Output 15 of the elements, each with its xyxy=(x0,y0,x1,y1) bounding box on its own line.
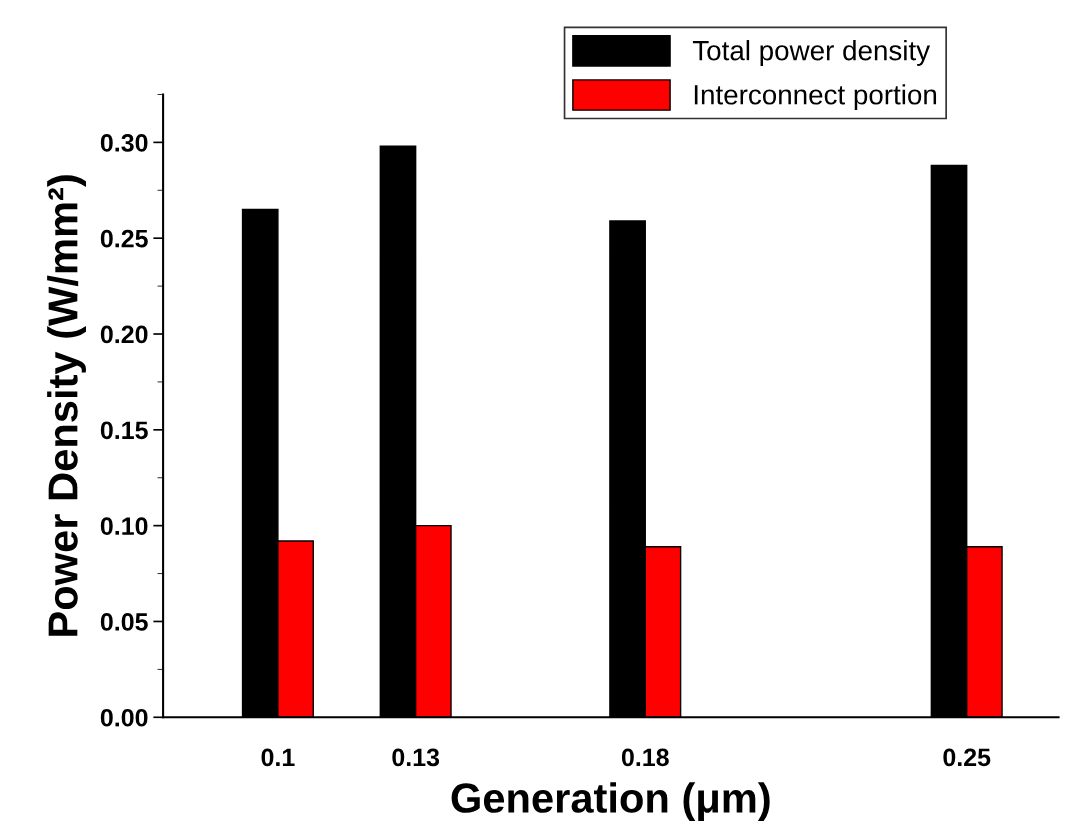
legend-label: Interconnect portion xyxy=(694,84,937,111)
y-tick-label: 0.05 xyxy=(100,613,148,631)
x-tick-label: 0.13 xyxy=(392,748,440,767)
x-tick-label: 0.18 xyxy=(621,748,669,767)
y-tick-label: 0.25 xyxy=(100,229,148,248)
x-tick-label: 0.1 xyxy=(261,748,295,767)
y-tick-label: 0.15 xyxy=(100,421,148,440)
y-axis-title: Power Density (W/mm²) xyxy=(47,175,86,636)
x-tick-label: 0.25 xyxy=(943,748,991,767)
y-tick-label: 0.30 xyxy=(100,133,148,152)
y-tick-label: 0.10 xyxy=(100,517,148,535)
y-tick-label: 0.00 xyxy=(100,708,148,727)
legend-label: Total power density xyxy=(692,40,931,66)
x-axis-title: Generation (μm) xyxy=(451,782,770,822)
y-tick-label: 0.20 xyxy=(100,325,148,344)
